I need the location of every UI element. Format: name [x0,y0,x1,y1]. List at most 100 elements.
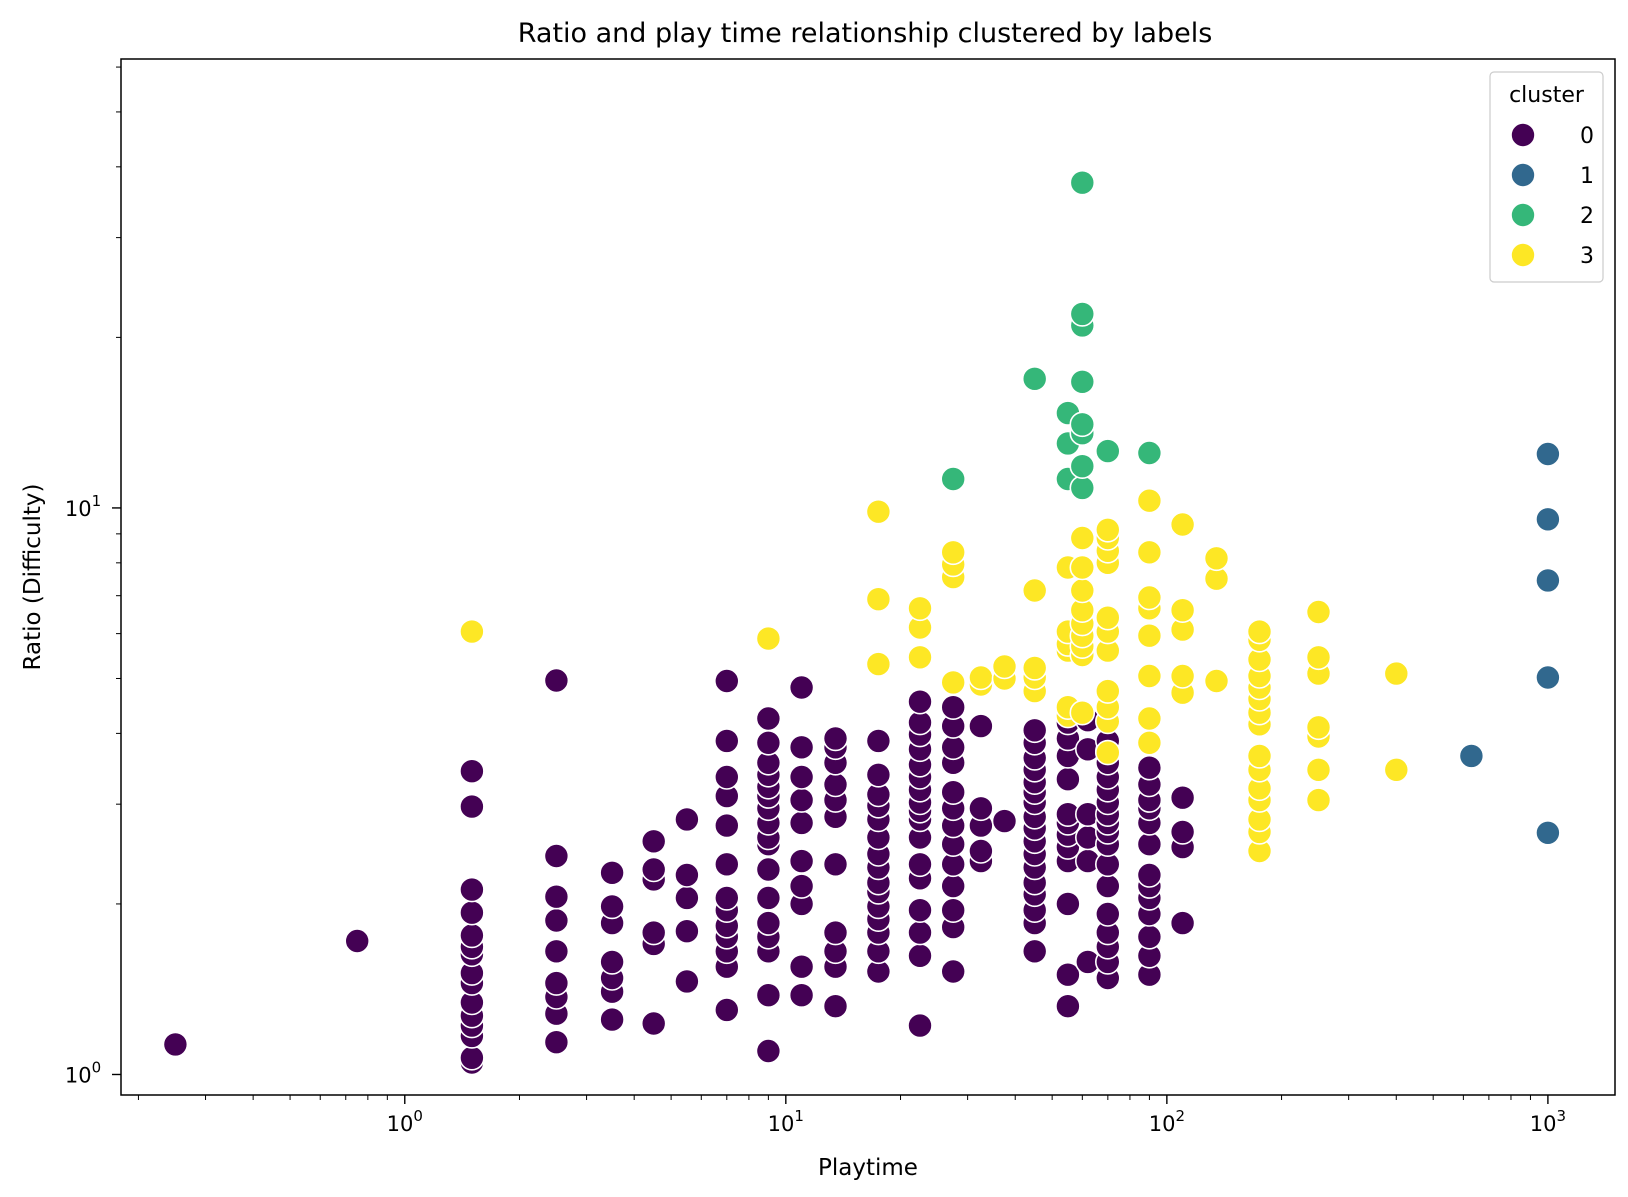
x-axis: 100 101 102 103 [137,1095,1566,1136]
point-cluster-0-61 [755,910,782,936]
point-cluster-0-54 [713,764,740,790]
point-cluster-0-79 [788,810,815,836]
point-cluster-3-38 [1095,678,1121,704]
point-cluster-3-57 [1169,597,1196,624]
point-cluster-0-15 [459,793,485,820]
x-tick-label: 102 [1149,1107,1185,1136]
point-cluster-3-7 [907,595,933,622]
point-cluster-0-75 [788,953,815,980]
point-cluster-3-80 [1305,714,1332,741]
point-cluster-0-127 [940,958,967,985]
point-cluster-2-8 [1069,411,1096,438]
point-cluster-0-88 [822,851,849,878]
point-cluster-0-205 [1136,831,1163,858]
series-2 [940,169,1163,501]
point-cluster-3-68 [1246,743,1273,769]
point-cluster-1-5 [1535,441,1561,467]
x-tick-label: 100 [387,1107,423,1136]
point-cluster-0-50 [713,885,740,911]
point-cluster-0-129 [940,897,967,924]
point-cluster-3-18 [1021,655,1048,681]
point-cluster-3-45 [1095,516,1121,543]
point-cluster-0-31 [599,893,625,920]
point-cluster-0-17 [543,1029,570,1055]
point-cluster-0-130 [940,873,967,899]
point-cluster-0-135 [940,779,967,806]
point-cluster-3-77 [1305,787,1332,813]
point-cluster-1-1 [1535,819,1561,846]
point-cluster-0-126 [907,688,933,715]
point-cluster-2-6 [1069,453,1096,480]
point-cluster-0-213 [1169,819,1196,845]
point-cluster-0-108 [865,761,892,788]
series-3 [459,487,1410,864]
point-cluster-2-13 [1095,438,1121,464]
point-cluster-0-44 [713,997,740,1023]
point-cluster-0-165 [1055,891,1081,917]
point-cluster-3-83 [1305,599,1332,625]
point-cluster-0-87 [822,919,849,946]
point-cluster-3-47 [1136,705,1163,732]
point-cluster-2-11 [1069,301,1096,327]
point-cluster-0-13 [459,899,485,926]
legend-label-0: 0 [1580,124,1594,149]
point-cluster-3-19 [1021,577,1048,604]
point-cluster-0-40 [674,918,700,945]
point-cluster-0-26 [599,1006,625,1033]
point-cluster-3-4 [865,498,892,525]
point-cluster-0-139 [940,694,967,721]
point-cluster-3-26 [1069,699,1096,726]
point-cluster-3-61 [1203,545,1230,572]
point-cluster-0-62 [755,885,782,911]
point-cluster-0-143 [968,795,994,822]
y-axis-label: Ratio (Difficulty) [20,484,46,671]
point-cluster-0-32 [599,859,625,886]
point-cluster-3-46 [1136,729,1163,756]
point-cluster-3-48 [1136,663,1163,689]
point-cluster-0-1 [344,928,371,954]
point-cluster-0-39 [674,968,700,995]
point-cluster-0-162 [1021,717,1048,744]
legend-label-1: 1 [1580,164,1594,189]
point-cluster-3-32 [1069,577,1096,604]
point-cluster-0-145 [991,808,1018,834]
point-cluster-0-12 [459,922,485,949]
series-1 [1458,441,1561,846]
plot-frame [120,58,1616,1096]
point-cluster-0-81 [788,764,815,790]
point-cluster-0-21 [543,938,570,965]
point-cluster-0-3 [459,1045,485,1071]
x-tick-label: 101 [768,1107,804,1136]
legend-marker-3 [1510,242,1536,268]
point-cluster-3-8 [940,669,967,696]
point-cluster-0-91 [822,771,849,798]
point-cluster-0-55 [713,728,740,754]
point-cluster-1-3 [1535,567,1561,594]
point-cluster-0-73 [755,705,782,732]
point-cluster-0-41 [674,885,700,911]
point-cluster-3-1 [755,625,782,652]
point-cluster-0-115 [907,851,933,878]
point-cluster-3-34 [1069,525,1096,551]
point-cluster-0-58 [755,982,782,1009]
point-cluster-0-29 [599,949,625,975]
point-cluster-0-211 [1169,910,1196,936]
point-cluster-0-25 [543,667,570,694]
point-cluster-0-163 [1055,993,1081,1020]
point-cluster-0-20 [543,970,570,996]
point-cluster-0-110 [907,1012,933,1039]
point-cluster-3-35 [1095,739,1121,766]
legend-title: cluster [1509,83,1585,108]
point-cluster-0-185 [1095,901,1121,927]
point-cluster-0-144 [968,713,994,739]
point-cluster-0-24 [543,843,570,869]
point-cluster-0-200 [1136,923,1163,950]
point-cluster-2-14 [1136,440,1163,466]
point-cluster-3-13 [968,664,994,691]
point-cluster-0-146 [1021,938,1048,965]
point-cluster-0-43 [674,806,700,833]
point-cluster-0-141 [968,838,994,864]
point-cluster-0-171 [1055,766,1081,793]
